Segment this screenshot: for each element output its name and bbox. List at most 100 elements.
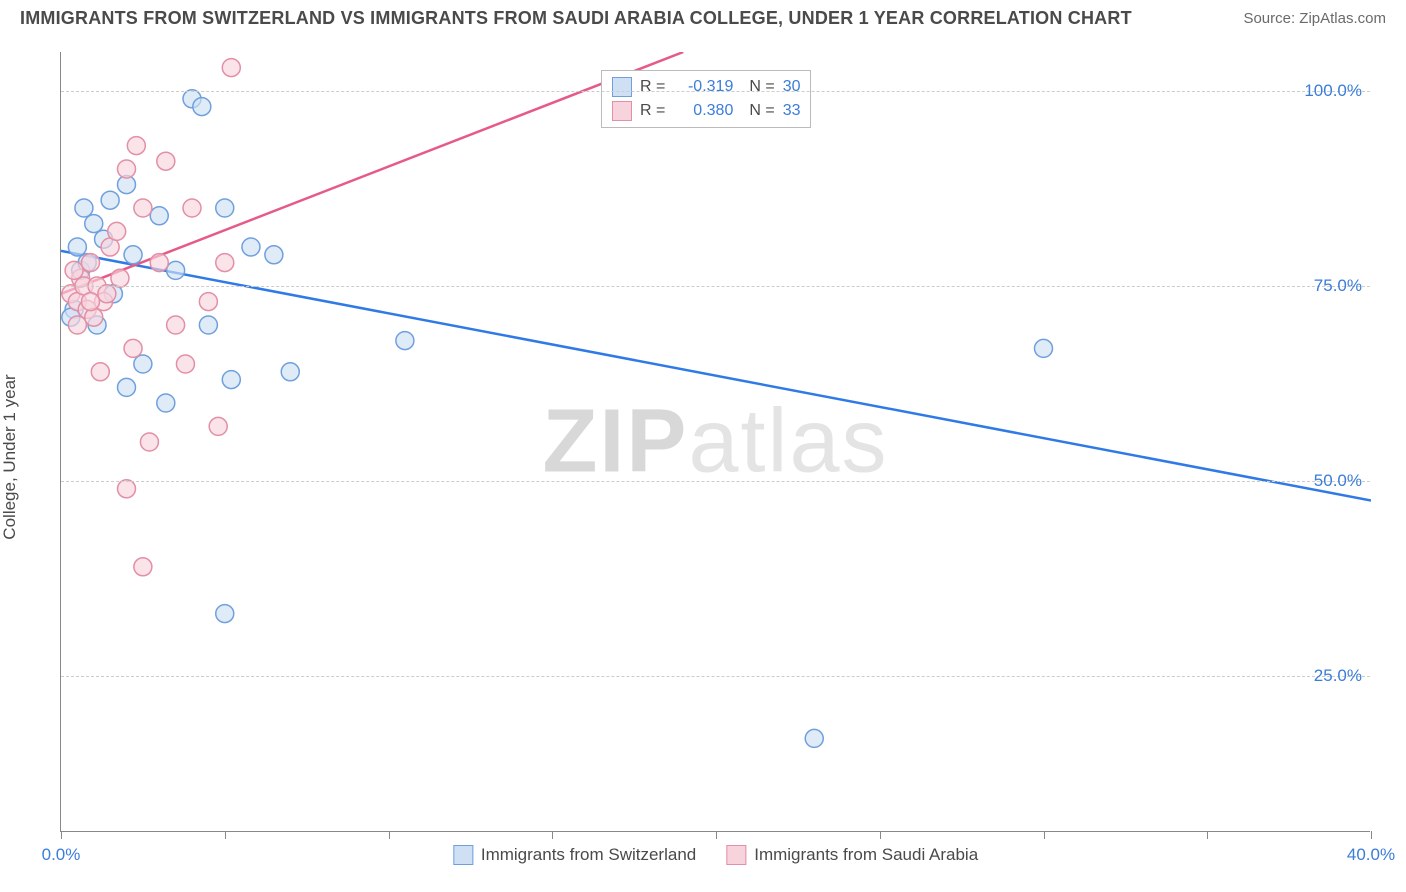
- x-tick: [716, 831, 717, 839]
- x-tick-label: 0.0%: [42, 845, 81, 865]
- scatter-point-switzerland: [104, 285, 122, 303]
- scatter-point-saudi: [85, 308, 103, 326]
- scatter-point-switzerland: [65, 300, 83, 318]
- scatter-point-switzerland: [222, 371, 240, 389]
- scatter-points-layer: [61, 52, 1371, 832]
- scatter-point-saudi: [124, 339, 142, 357]
- chart-title: IMMIGRANTS FROM SWITZERLAND VS IMMIGRANT…: [20, 8, 1132, 29]
- legend-n-label: N =: [749, 75, 774, 99]
- scatter-point-switzerland: [157, 394, 175, 412]
- series-legend-label: Immigrants from Saudi Arabia: [754, 845, 978, 865]
- scatter-point-saudi: [78, 300, 96, 318]
- scatter-point-saudi: [118, 480, 136, 498]
- scatter-point-saudi: [167, 316, 185, 334]
- scatter-point-switzerland: [72, 261, 90, 279]
- scatter-point-switzerland: [1035, 339, 1053, 357]
- gridline-h: [61, 286, 1370, 287]
- scatter-point-saudi: [118, 160, 136, 178]
- scatter-point-switzerland: [101, 191, 119, 209]
- scatter-point-saudi: [134, 558, 152, 576]
- legend-r-label: R =: [640, 75, 665, 99]
- legend-n-value: 30: [783, 75, 801, 99]
- scatter-point-saudi: [127, 137, 145, 155]
- scatter-point-switzerland: [193, 98, 211, 116]
- scatter-point-switzerland: [805, 729, 823, 747]
- scatter-point-switzerland: [167, 261, 185, 279]
- trend-line-switzerland: [61, 251, 1371, 501]
- scatter-point-saudi: [65, 261, 83, 279]
- legend-swatch-icon: [612, 77, 632, 97]
- scatter-point-saudi: [140, 433, 158, 451]
- scatter-point-switzerland: [78, 254, 96, 272]
- scatter-point-switzerland: [118, 378, 136, 396]
- scatter-point-switzerland: [183, 90, 201, 108]
- scatter-point-switzerland: [134, 355, 152, 373]
- scatter-point-saudi: [81, 254, 99, 272]
- scatter-point-switzerland: [124, 246, 142, 264]
- scatter-point-saudi: [62, 285, 80, 303]
- scatter-point-saudi: [183, 199, 201, 217]
- series-legend: Immigrants from Switzerland Immigrants fr…: [453, 845, 978, 865]
- y-tick-label: 75.0%: [1314, 276, 1362, 296]
- x-tick: [225, 831, 226, 839]
- correlation-legend-row-switzerland: R = -0.319 N = 30: [612, 75, 800, 99]
- y-tick-label: 100.0%: [1304, 81, 1362, 101]
- y-tick-label: 50.0%: [1314, 471, 1362, 491]
- scatter-point-switzerland: [68, 238, 86, 256]
- x-tick: [1371, 831, 1372, 839]
- gridline-h: [61, 91, 1370, 92]
- scatter-point-switzerland: [265, 246, 283, 264]
- chart-container: College, Under 1 year ZIPatlas R =-0.319…: [20, 42, 1386, 872]
- trend-lines-layer: [61, 52, 1371, 832]
- scatter-point-switzerland: [150, 207, 168, 225]
- scatter-point-switzerland: [242, 238, 260, 256]
- scatter-point-switzerland: [95, 230, 113, 248]
- scatter-point-saudi: [134, 199, 152, 217]
- chart-source: Source: ZipAtlas.com: [1243, 10, 1386, 27]
- legend-n-value: 33: [783, 99, 801, 123]
- watermark-atlas: atlas: [688, 391, 888, 491]
- scatter-point-saudi: [101, 238, 119, 256]
- x-tick: [389, 831, 390, 839]
- scatter-point-saudi: [108, 222, 126, 240]
- legend-swatch-icon: [612, 101, 632, 121]
- legend-r-value: 0.380: [673, 99, 733, 123]
- scatter-point-switzerland: [216, 605, 234, 623]
- series-legend-label: Immigrants from Switzerland: [481, 845, 696, 865]
- x-tick-label: 40.0%: [1347, 845, 1395, 865]
- legend-r-value: -0.319: [673, 75, 733, 99]
- plot-area: ZIPatlas R =-0.319N =30R =0.380N =33 Imm…: [60, 52, 1370, 832]
- scatter-point-saudi: [91, 363, 109, 381]
- scatter-point-switzerland: [216, 199, 234, 217]
- x-tick: [880, 831, 881, 839]
- scatter-point-saudi: [98, 285, 116, 303]
- scatter-point-switzerland: [75, 199, 93, 217]
- scatter-point-saudi: [150, 254, 168, 272]
- scatter-point-saudi: [68, 293, 86, 311]
- series-legend-item-switzerland: Immigrants from Switzerland: [453, 845, 696, 865]
- x-tick: [1207, 831, 1208, 839]
- scatter-point-switzerland: [199, 316, 217, 334]
- trend-line-saudi: [61, 52, 683, 294]
- legend-n-label: N =: [749, 99, 774, 123]
- x-tick: [552, 831, 553, 839]
- scatter-point-switzerland: [62, 308, 80, 326]
- legend-swatch-icon: [453, 845, 473, 865]
- scatter-point-saudi: [222, 59, 240, 77]
- y-axis-label: College, Under 1 year: [0, 374, 20, 539]
- scatter-point-saudi: [72, 269, 90, 287]
- scatter-point-saudi: [68, 316, 86, 334]
- scatter-point-saudi: [199, 293, 217, 311]
- chart-header: IMMIGRANTS FROM SWITZERLAND VS IMMIGRANT…: [0, 0, 1406, 33]
- gridline-h: [61, 676, 1370, 677]
- legend-swatch-icon: [726, 845, 746, 865]
- scatter-point-saudi: [111, 269, 129, 287]
- series-legend-item-saudi: Immigrants from Saudi Arabia: [726, 845, 978, 865]
- gridline-h: [61, 481, 1370, 482]
- scatter-point-switzerland: [281, 363, 299, 381]
- correlation-legend: R = -0.319 N = 30R = 0.380 N = 33: [601, 70, 811, 128]
- scatter-point-switzerland: [88, 316, 106, 334]
- scatter-point-switzerland: [118, 176, 136, 194]
- scatter-point-saudi: [209, 417, 227, 435]
- y-tick-label: 25.0%: [1314, 666, 1362, 686]
